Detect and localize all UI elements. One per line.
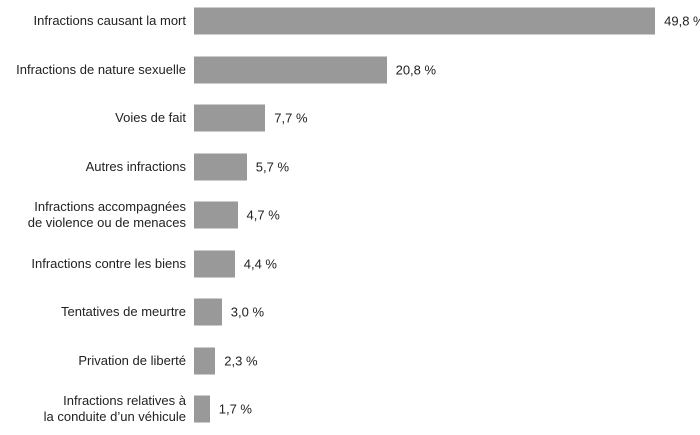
value-label: 7,7 %	[274, 110, 308, 126]
category-label: Infractions de nature sexuelle	[16, 61, 186, 77]
bar	[194, 395, 210, 423]
bar	[194, 56, 387, 83]
category-label: Privation de liberté	[78, 352, 186, 368]
value-label: 5,7 %	[255, 159, 290, 174]
value-label: 4,7 %	[246, 207, 280, 223]
category-label: Voies de fait	[115, 110, 186, 125]
category-label: Infractions relatives à la conduite d’un…	[43, 393, 186, 424]
bar	[194, 298, 222, 326]
category-label: Infractions contre les biens	[31, 255, 186, 271]
category-label: Infractions causant la mort	[33, 13, 186, 28]
bar	[194, 104, 266, 132]
bar	[194, 153, 247, 180]
bar	[194, 250, 235, 277]
category-label: Infractions accompagnées de violence ou …	[27, 199, 186, 230]
bar	[194, 201, 238, 229]
value-label: 2,3 %	[224, 353, 258, 368]
category-label: Tentatives de meurtre	[60, 304, 186, 319]
value-label: 1,7 %	[218, 401, 252, 417]
bar	[194, 347, 216, 374]
value-label: 3,0 %	[230, 304, 265, 320]
value-label: 20,8 %	[395, 62, 437, 77]
bar	[194, 7, 656, 35]
value-label: 49,8 %	[664, 13, 700, 29]
category-label: Autres infractions	[85, 158, 186, 174]
value-label: 4,4 %	[243, 256, 277, 271]
